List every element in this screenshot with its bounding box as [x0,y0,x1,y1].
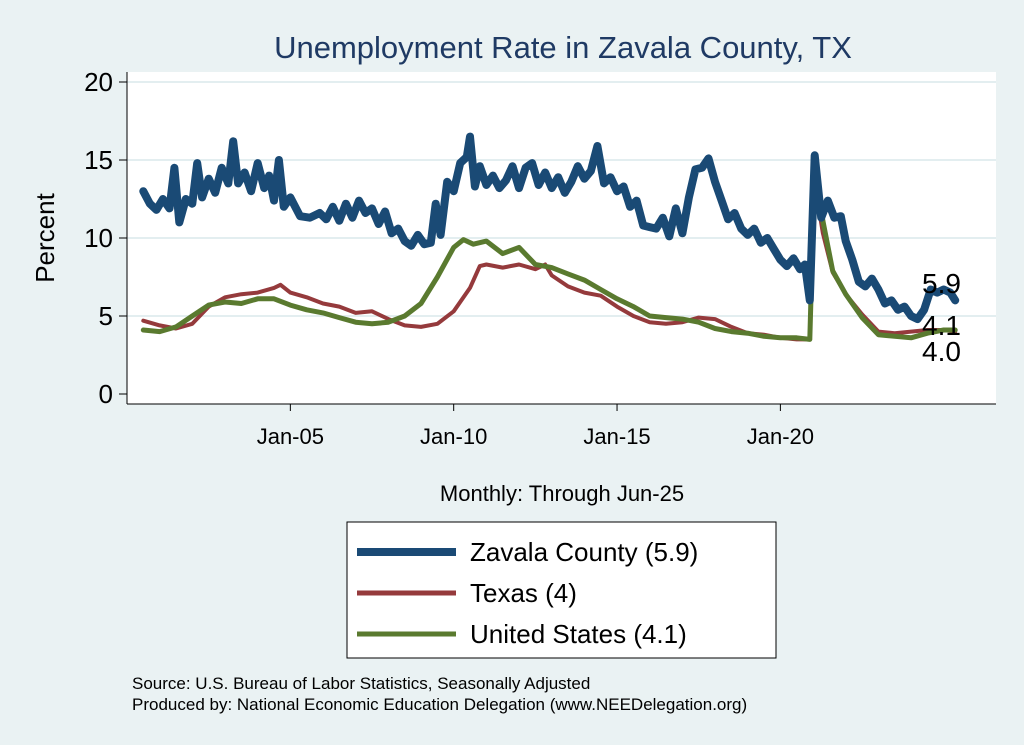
y-tick-label: 20 [84,67,113,97]
legend-label-1: Texas (4) [470,578,577,608]
x-tick-label: Jan-20 [747,424,814,449]
end-label-2: 4.1 [922,310,961,341]
end-labels: 5.9 4.14.0 [922,268,961,367]
legend-label-0: Zavala County (5.9) [470,537,698,567]
x-tick-label: Jan-10 [420,424,487,449]
x-axis-title: Monthly: Through Jun-25 [440,481,684,506]
x-tick-label: Jan-05 [257,424,324,449]
source-line-1: Source: U.S. Bureau of Labor Statistics,… [132,674,590,693]
y-tick-label: 5 [99,301,113,331]
y-tick-label: 15 [84,145,113,175]
y-tick-label: 0 [99,379,113,409]
y-tick-label: 10 [84,223,113,253]
y-axis-title: Percent [30,192,60,282]
axes: 0 5 10 15 20 Jan-05 Jan-10 Jan-15 Jan-20 [84,67,996,449]
x-tick-label: Jan-15 [583,424,650,449]
legend-label-2: United States (4.1) [470,619,687,649]
end-label-0: 5.9 [922,268,961,299]
legend: Zavala County (5.9) Texas (4) United State… [346,521,777,659]
series-line-2 [140,162,958,342]
source-line-2: Produced by: National Economic Education… [132,695,747,714]
chart-title: Unemployment Rate in Zavala County, TX [274,30,852,65]
end-label-1: 4.0 [922,336,961,367]
series-lines [139,132,960,342]
grid-lines [127,81,996,317]
series-line-0 [139,132,960,324]
